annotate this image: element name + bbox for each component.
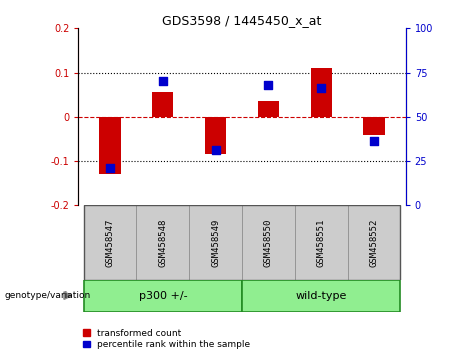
- Bar: [311, 68, 332, 117]
- Text: wild-type: wild-type: [296, 291, 347, 301]
- Bar: [258, 101, 279, 117]
- Bar: [242, 205, 295, 280]
- Bar: [205, 117, 226, 154]
- Legend: transformed count, percentile rank within the sample: transformed count, percentile rank withi…: [83, 329, 250, 349]
- Point: [212, 147, 219, 153]
- Bar: [136, 205, 189, 280]
- Title: GDS3598 / 1445450_x_at: GDS3598 / 1445450_x_at: [162, 14, 322, 27]
- Bar: [100, 117, 121, 175]
- Point: [265, 82, 272, 88]
- Point: [106, 165, 114, 171]
- Bar: [348, 205, 401, 280]
- Bar: [83, 280, 242, 312]
- Text: GSM458551: GSM458551: [317, 218, 326, 267]
- Bar: [189, 205, 242, 280]
- Text: GSM458549: GSM458549: [211, 218, 220, 267]
- Text: GSM458552: GSM458552: [370, 218, 378, 267]
- Text: p300 +/-: p300 +/-: [138, 291, 187, 301]
- Text: GSM458547: GSM458547: [106, 218, 114, 267]
- Bar: [83, 205, 136, 280]
- Bar: [295, 205, 348, 280]
- Text: GSM458550: GSM458550: [264, 218, 273, 267]
- Bar: [152, 92, 173, 117]
- Point: [159, 78, 166, 84]
- Text: GSM458548: GSM458548: [158, 218, 167, 267]
- Bar: [363, 117, 384, 135]
- Point: [318, 85, 325, 91]
- Text: genotype/variation: genotype/variation: [5, 291, 91, 300]
- Bar: [242, 280, 401, 312]
- Point: [370, 138, 378, 144]
